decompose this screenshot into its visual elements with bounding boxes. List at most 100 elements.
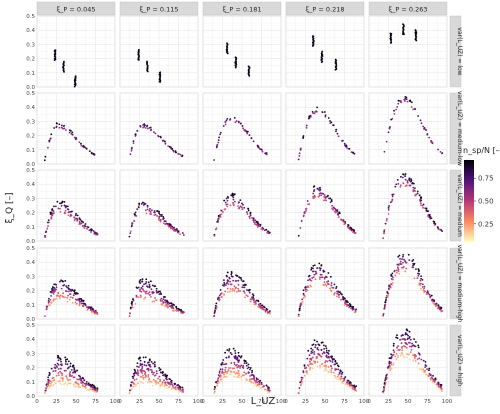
data-point (141, 280, 144, 283)
data-point (399, 185, 402, 188)
data-point (91, 229, 93, 232)
data-point (169, 383, 172, 385)
data-point (92, 153, 95, 156)
data-point (422, 125, 425, 128)
facet-panel (119, 169, 199, 242)
data-point (322, 270, 325, 273)
data-point (69, 365, 72, 368)
data-point (68, 366, 70, 369)
data-point (319, 267, 322, 270)
data-point (307, 286, 310, 289)
data-point (84, 223, 87, 225)
data-point (324, 364, 327, 367)
data-point (50, 217, 53, 219)
data-point (259, 223, 262, 226)
data-point (252, 299, 255, 302)
facet-panel (119, 247, 199, 320)
data-point (158, 219, 161, 222)
data-point (313, 195, 316, 198)
data-point (89, 384, 92, 387)
data-point (250, 380, 253, 383)
data-point (434, 222, 437, 225)
data-point (388, 366, 391, 369)
data-point (308, 203, 311, 206)
data-point (421, 286, 424, 288)
data-point (217, 296, 220, 299)
data-point (384, 222, 387, 225)
data-point (140, 295, 142, 298)
data-point (441, 310, 444, 312)
data-point (218, 382, 220, 384)
data-point (411, 344, 414, 347)
data-point (425, 209, 428, 211)
data-point (401, 258, 403, 260)
data-point (156, 382, 158, 384)
data-point (321, 50, 324, 53)
data-point (156, 215, 159, 217)
data-point (222, 359, 225, 361)
data-point (142, 376, 144, 379)
data-point (214, 390, 216, 393)
data-point (258, 383, 261, 385)
data-point (341, 218, 343, 221)
data-point (323, 194, 326, 196)
data-point (408, 178, 411, 181)
data-point (301, 381, 304, 383)
data-point (401, 338, 404, 341)
data-point (353, 229, 356, 232)
facet-panel: 0 25 50 75 100 (118, 324, 204, 405)
data-point (327, 117, 330, 119)
data-point (59, 382, 61, 385)
data-point (302, 292, 305, 295)
data-point (321, 352, 324, 355)
data-point (148, 126, 151, 129)
data-point (244, 284, 247, 286)
x-tick-label: 100 (276, 399, 287, 405)
data-point (321, 276, 324, 279)
data-point (249, 368, 251, 371)
data-point (334, 363, 337, 366)
data-point (324, 275, 327, 278)
facet-panel: 0 25 50 75 100 (284, 324, 370, 405)
data-point (337, 368, 340, 371)
data-point (226, 199, 229, 202)
data-point (239, 199, 242, 202)
data-point (229, 367, 232, 369)
data-point (397, 267, 400, 270)
data-point (325, 195, 328, 198)
y-tick-label: 0.1 (26, 148, 35, 154)
data-point (242, 290, 245, 293)
data-point (174, 228, 176, 231)
data-point (51, 291, 53, 294)
data-point (307, 349, 310, 352)
data-point (386, 376, 389, 379)
data-point (417, 346, 420, 349)
data-point (78, 378, 80, 381)
data-point (397, 354, 399, 357)
data-point (392, 364, 394, 366)
data-point (65, 360, 67, 363)
data-point (219, 133, 221, 136)
data-point (390, 367, 393, 370)
data-point (85, 381, 88, 383)
facet-panel (368, 92, 448, 165)
data-point (163, 140, 166, 143)
data-point (226, 282, 228, 284)
data-point (351, 305, 353, 308)
data-point (154, 297, 156, 299)
data-point (428, 216, 431, 219)
data-point (413, 277, 416, 280)
data-point (80, 142, 82, 145)
data-point (238, 201, 240, 204)
data-point (51, 385, 54, 387)
data-point (260, 381, 263, 384)
data-point (60, 124, 63, 127)
data-point (164, 375, 167, 378)
data-point (167, 222, 169, 225)
data-point (324, 197, 327, 200)
x-tick-label: 50 (156, 399, 163, 405)
legend-title: n_sp/N [–] (463, 146, 500, 155)
data-point (222, 371, 225, 374)
data-point (268, 389, 270, 392)
data-point (224, 123, 227, 126)
